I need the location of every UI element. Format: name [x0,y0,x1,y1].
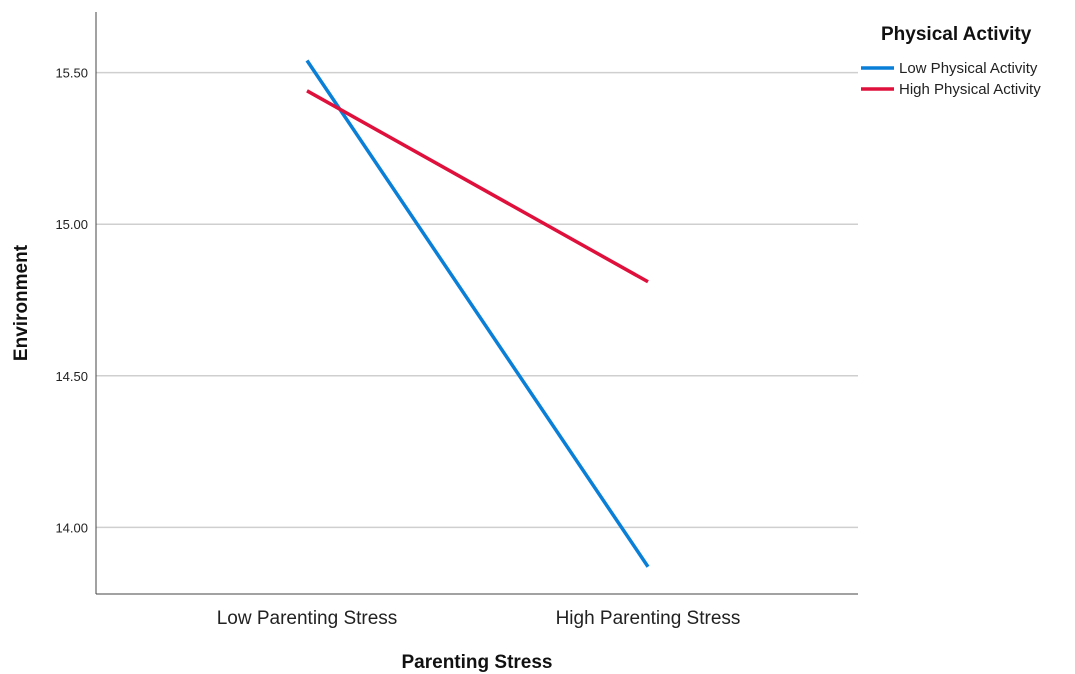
x-category-label: Low Parenting Stress [217,608,398,629]
legend-item-label: Low Physical Activity [899,60,1038,77]
gridlines [96,71,858,529]
series-lines [305,59,650,568]
y-tick-labels: 14.00 14.50 15.00 15.50 [55,66,88,536]
y-tick-label: 15.50 [55,66,88,81]
legend-title: Physical Activity [881,24,1032,45]
y-axis-title: Environment [11,244,32,361]
legend-item-label: High Physical Activity [899,81,1041,98]
series-line [306,89,649,284]
axes [95,12,858,595]
x-category-label: High Parenting Stress [556,608,741,629]
series-line [305,59,650,568]
y-tick-label: 14.00 [55,520,88,535]
x-category-labels: Low Parenting Stress High Parenting Stres… [217,608,741,629]
y-tick-label: 15.00 [55,217,88,232]
y-tick-label: 14.50 [55,369,88,384]
x-axis-title: Parenting Stress [402,652,553,673]
legend: Physical Activity Low Physical Activity H… [861,24,1041,98]
